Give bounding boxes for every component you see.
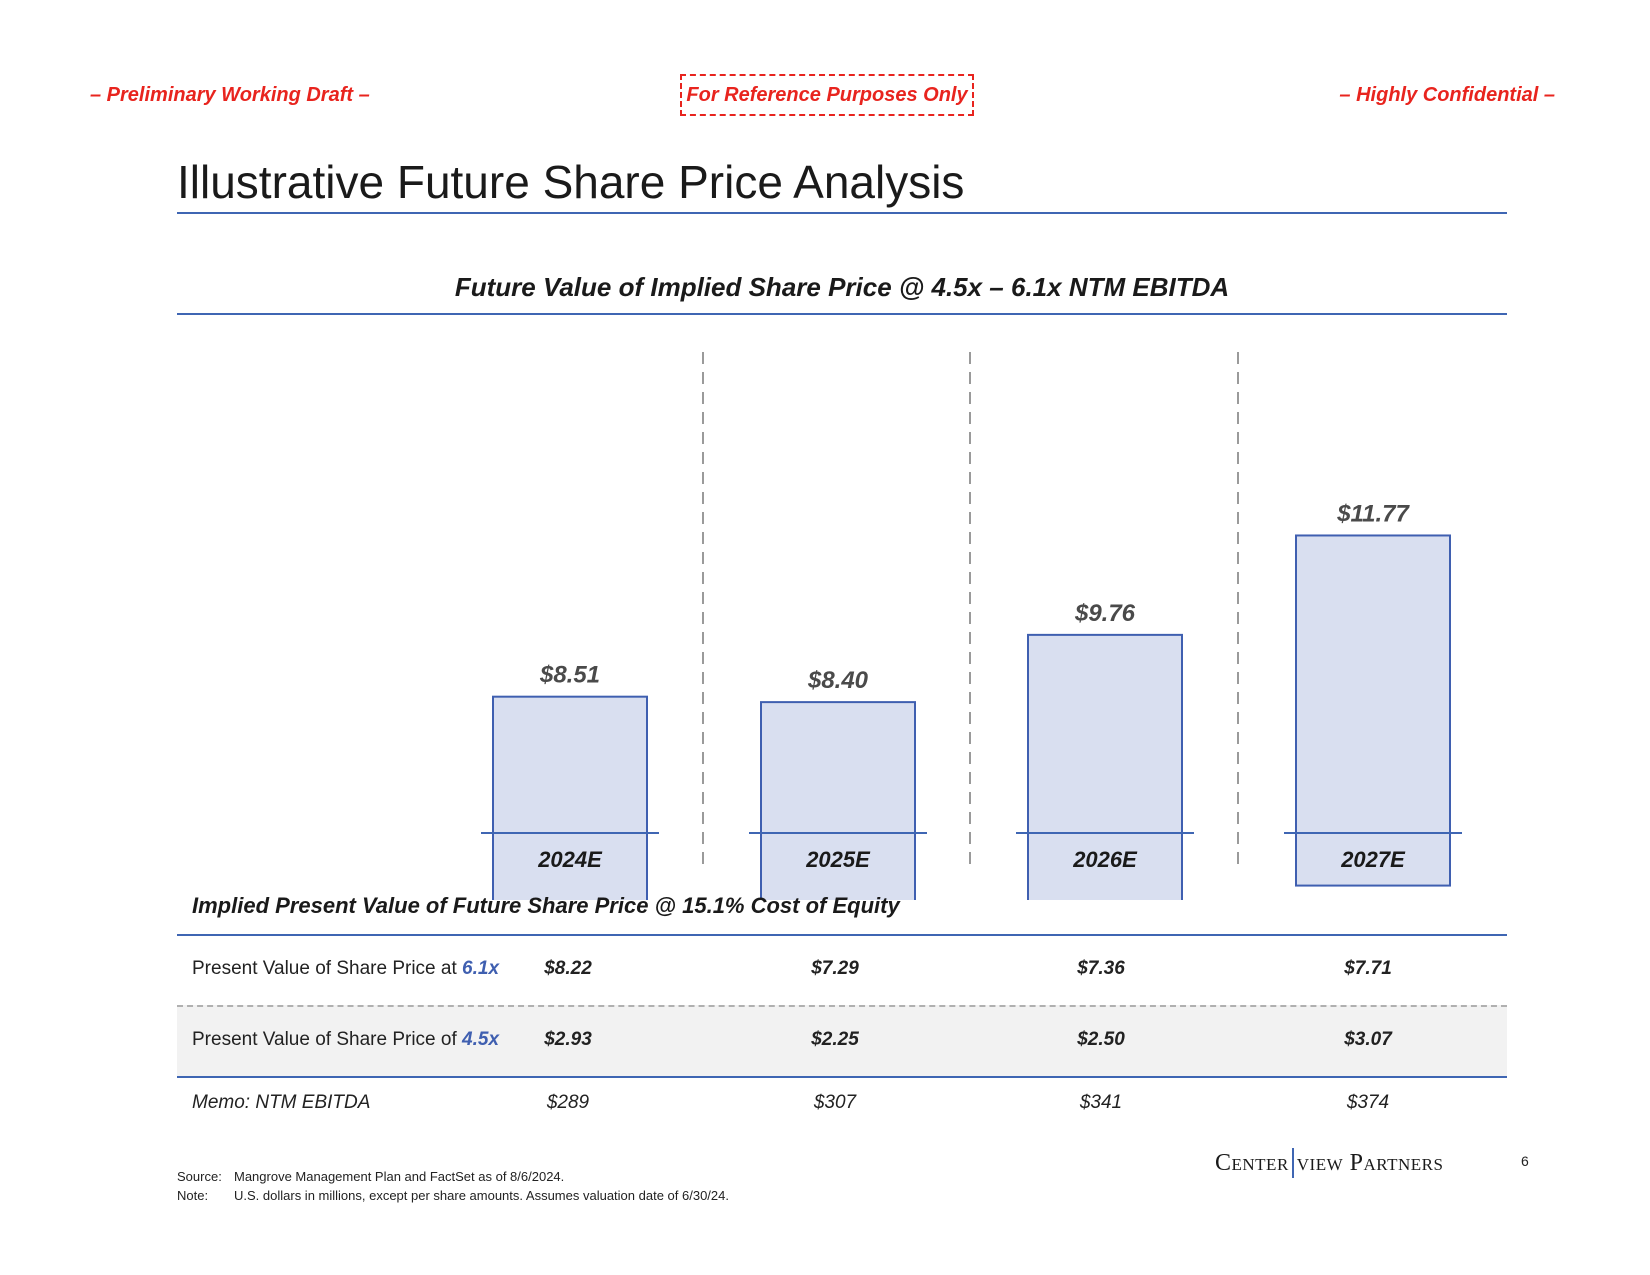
high-value-label: $9.76 xyxy=(1074,600,1136,627)
row-label-text: Present Value of Share Price of xyxy=(192,1029,463,1050)
high-value-label: $11.77 xyxy=(1336,500,1410,527)
future-share-price-chart: $8.51$3.042024E$8.40$2.592025E$9.76$3.31… xyxy=(481,352,1462,900)
draft-label: – Preliminary Working Draft – xyxy=(90,84,370,106)
table-cell: $2.25 xyxy=(811,1029,859,1050)
memo-cell: $289 xyxy=(546,1092,590,1113)
centerview-logo: Center view Partners xyxy=(1215,1148,1443,1178)
memo-cell: $374 xyxy=(1346,1092,1390,1113)
high-value-label: $8.40 xyxy=(807,667,869,694)
category-label: 2027E xyxy=(1340,847,1406,872)
category-label: 2024E xyxy=(537,847,603,872)
range-bar-2026E xyxy=(1027,633,1183,900)
page-number: 6 xyxy=(1521,1153,1529,1169)
multiple-value: 4.5x xyxy=(462,1029,500,1050)
table-cell: $7.71 xyxy=(1344,958,1392,979)
table-row-memo: Memo: NTM EBITDA $289 $307 $341 $374 xyxy=(177,1078,1507,1130)
logo-left: Center xyxy=(1215,1149,1289,1176)
range-bar-2024E xyxy=(492,695,648,900)
chart-title-rule xyxy=(177,313,1507,315)
table-cell: $3.07 xyxy=(1344,1029,1392,1050)
memo-label: Memo: NTM EBITDA xyxy=(192,1092,371,1113)
footnote-text: U.S. dollars in millions, except per sha… xyxy=(234,1188,729,1203)
range-bar-2027E xyxy=(1295,534,1451,887)
row-label: Present Value of Share Price at 6.1x xyxy=(192,958,499,980)
present-value-table: Present Value of Share Price at 6.1x $8.… xyxy=(177,934,1507,1130)
footnote-key: Source: xyxy=(177,1169,222,1184)
footnote-note: Note: U.S. dollars in millions, except pe… xyxy=(177,1188,729,1203)
footnote-text: Mangrove Management Plan and FactSet as … xyxy=(234,1169,565,1184)
multiple-value: 6.1x xyxy=(462,958,500,979)
category-label: 2026E xyxy=(1072,847,1138,872)
row-label: Present Value of Share Price of 4.5x xyxy=(192,1029,499,1051)
logo-right: view Partners xyxy=(1296,1149,1444,1176)
table-cell: $8.22 xyxy=(544,958,592,979)
footnote-key: Note: xyxy=(177,1188,209,1203)
high-value-label: $8.51 xyxy=(539,662,600,689)
confidential-label: – Highly Confidential – xyxy=(1339,84,1555,106)
chart-title: Future Value of Implied Share Price @ 4.… xyxy=(454,272,1230,302)
memo-cell: $307 xyxy=(813,1092,857,1113)
table-cell: $2.93 xyxy=(544,1029,592,1050)
row-label-text: Present Value of Share Price at xyxy=(192,958,463,979)
range-bar-2025E xyxy=(760,701,916,900)
page-title: Illustrative Future Share Price Analysis xyxy=(177,156,965,208)
category-label: 2025E xyxy=(805,847,871,872)
table-row-low: Present Value of Share Price of 4.5x $2.… xyxy=(177,1005,1507,1078)
table-row-high: Present Value of Share Price at 6.1x $8.… xyxy=(177,934,1507,1005)
footnote-source: Source: Mangrove Management Plan and Fact… xyxy=(177,1169,564,1184)
table-cell: $7.29 xyxy=(811,958,859,979)
table-cell: $2.50 xyxy=(1077,1029,1125,1050)
table-cell: $7.36 xyxy=(1077,958,1125,979)
memo-cell: $341 xyxy=(1079,1092,1123,1113)
present-value-title: Implied Present Value of Future Share Pr… xyxy=(192,893,900,918)
logo-divider xyxy=(1291,1148,1294,1178)
title-rule xyxy=(177,212,1507,214)
reference-only-stamp: For Reference Purposes Only xyxy=(680,74,974,116)
